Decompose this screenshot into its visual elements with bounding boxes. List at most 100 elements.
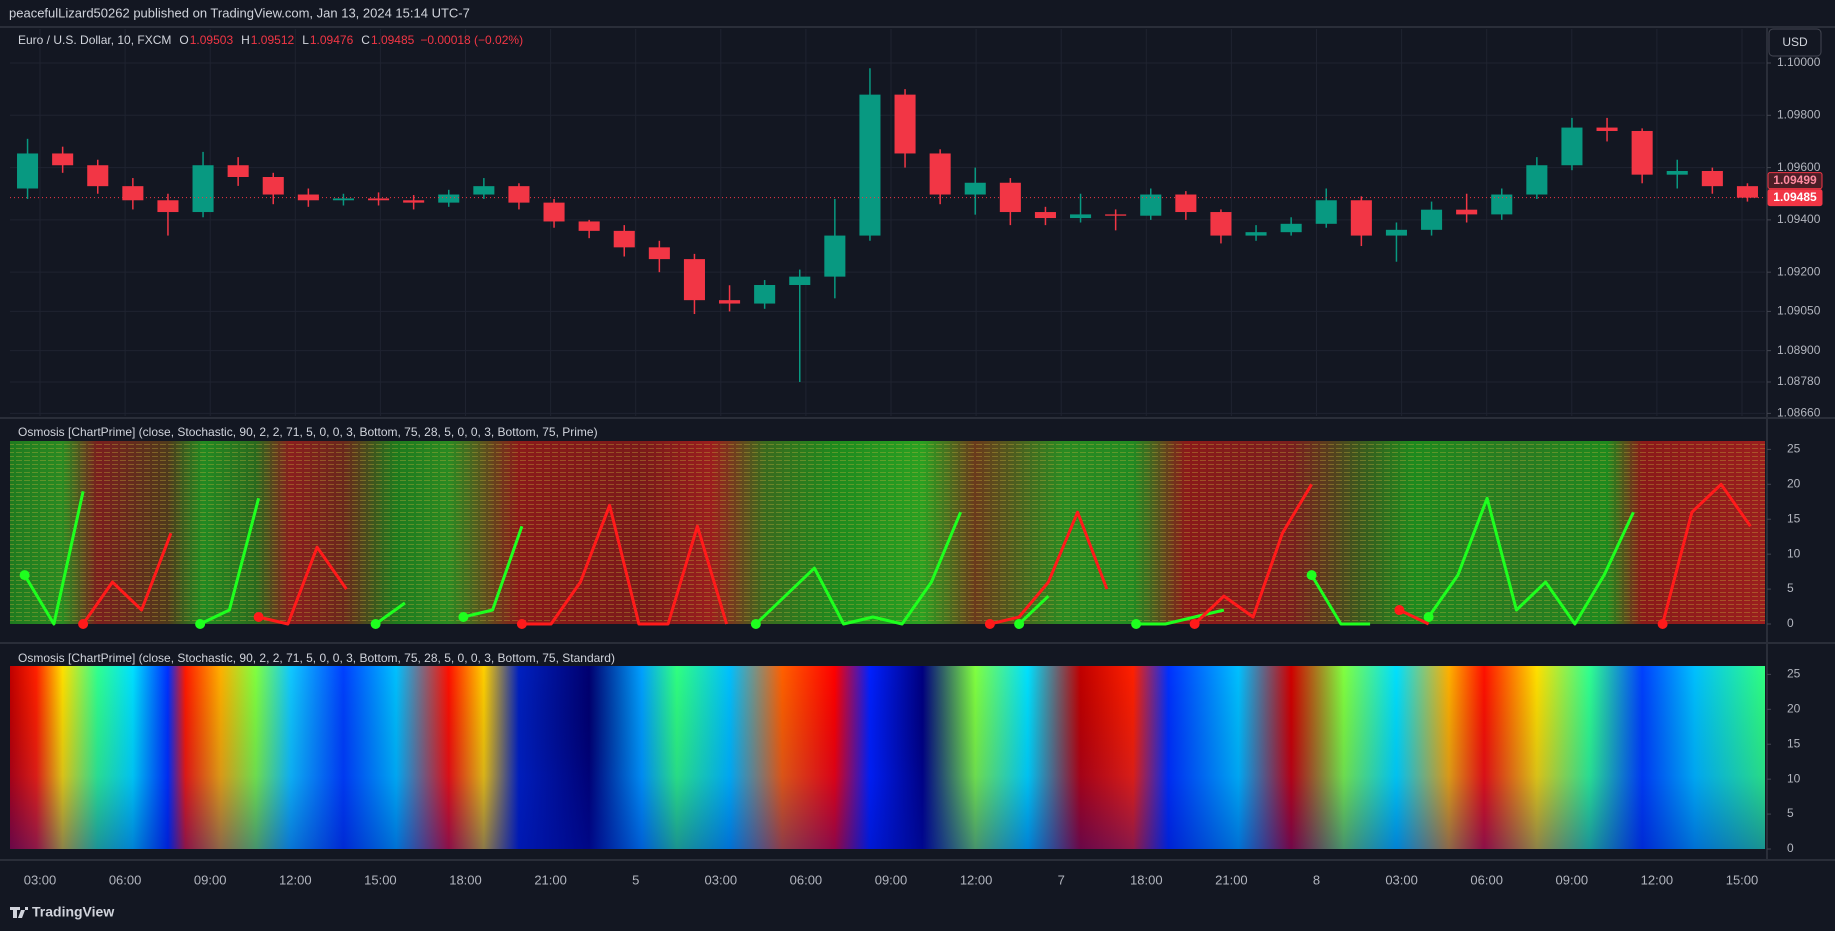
- ohlc-key: O: [179, 33, 188, 47]
- candle-body: [227, 165, 249, 178]
- time-tick-label: 03:00: [705, 872, 738, 887]
- signal-dot: [1306, 570, 1317, 581]
- signal-dot: [984, 619, 995, 629]
- candle-body: [613, 230, 635, 248]
- candle-body: [683, 259, 705, 301]
- time-tick-label: 06:00: [1470, 872, 1503, 887]
- y-tick-label: 20: [1787, 701, 1801, 715]
- candle-body: [719, 300, 741, 304]
- time-tick-label: 09:00: [875, 872, 908, 887]
- candle-body: [1280, 223, 1302, 233]
- ohlc-key: C: [361, 33, 370, 47]
- currency-label[interactable]: USD: [1782, 35, 1808, 49]
- candle-body: [438, 194, 460, 203]
- time-tick-label: 18:00: [1130, 872, 1163, 887]
- y-tick-label: 0: [1787, 616, 1794, 630]
- y-tick-label: 0: [1787, 841, 1794, 855]
- y-tick-label: 1.09050: [1777, 304, 1821, 318]
- heatmap-shade: [10, 666, 1765, 849]
- candle-body: [17, 153, 39, 189]
- candle-body: [52, 153, 74, 166]
- symbol-title: Euro / U.S. Dollar, 10, FXCM: [18, 33, 171, 47]
- time-tick-label: 21:00: [534, 872, 567, 887]
- candle-body: [789, 276, 811, 285]
- y-tick-label: 10: [1787, 771, 1801, 785]
- candle-body: [929, 153, 951, 195]
- signal-dot: [1189, 619, 1200, 629]
- time-tick-label: 15:00: [1726, 872, 1759, 887]
- y-tick-label: 25: [1787, 667, 1801, 681]
- tradingview-logo: [10, 907, 28, 918]
- candle-body: [403, 200, 425, 203]
- candle-body: [1631, 130, 1653, 175]
- signal-dot: [1423, 612, 1434, 623]
- ohlc-value: 1.09476: [310, 33, 354, 47]
- candle-body: [473, 186, 495, 195]
- y-tick-label: 1.08900: [1777, 343, 1821, 357]
- candle-body: [1140, 194, 1162, 216]
- time-tick-label: 18:00: [449, 872, 482, 887]
- y-tick-label: 1.09400: [1777, 212, 1821, 226]
- time-tick-label: 8: [1313, 872, 1320, 887]
- candle-body: [1315, 200, 1337, 224]
- time-tick-label: 06:00: [109, 872, 142, 887]
- y-tick-label: 1.08660: [1777, 406, 1821, 420]
- y-tick-label: 5: [1787, 806, 1794, 820]
- candle-body: [824, 235, 846, 277]
- price-tag-label: 1.09485: [1773, 190, 1817, 204]
- candle-body: [368, 198, 390, 201]
- signal-dot: [1014, 619, 1025, 629]
- time-tick-label: 03:00: [24, 872, 57, 887]
- time-tick-label: 12:00: [960, 872, 993, 887]
- oscillator-line: [23, 490, 1635, 626]
- signal-dot: [253, 612, 264, 623]
- signal-dot: [458, 612, 469, 623]
- footer-brand: TradingView: [32, 904, 114, 920]
- time-tick-label: 09:00: [194, 872, 227, 887]
- signal-dot: [370, 619, 381, 629]
- time-tick-label: 06:00: [790, 872, 823, 887]
- candle-body: [87, 165, 109, 187]
- candle-body: [192, 165, 214, 213]
- candle-body: [648, 247, 670, 260]
- signal-dot: [516, 619, 527, 629]
- candle-body: [122, 186, 144, 201]
- y-tick-label: 5: [1787, 581, 1794, 595]
- candle-body: [1701, 170, 1723, 187]
- oscillator-line: [81, 482, 1752, 626]
- candle-body: [1736, 186, 1758, 198]
- candle-body: [578, 221, 600, 231]
- candle-body: [157, 200, 179, 213]
- change-value: −0.00018 (−0.02%): [420, 33, 523, 47]
- candle-body: [543, 202, 565, 222]
- time-tick-label: 09:00: [1556, 872, 1589, 887]
- candle-body: [1175, 194, 1197, 213]
- candle-body: [332, 198, 354, 201]
- y-tick-label: 20: [1787, 476, 1801, 490]
- time-tick-label: 12:00: [279, 872, 312, 887]
- time-tick-label: 12:00: [1641, 872, 1674, 887]
- y-tick-label: 25: [1787, 442, 1801, 456]
- pane-title: Osmosis [ChartPrime] (close, Stochastic,…: [18, 651, 615, 665]
- candle-body: [894, 94, 916, 154]
- currency-button[interactable]: [1768, 28, 1822, 57]
- time-tick-label: 5: [632, 872, 639, 887]
- y-tick-label: 1.09800: [1777, 107, 1821, 121]
- signal-dot: [750, 619, 761, 629]
- signal-dot: [19, 570, 30, 581]
- signal-dot: [1657, 619, 1668, 629]
- candle-body: [964, 182, 986, 195]
- ohlc-value: 1.09512: [251, 33, 295, 47]
- candle-body: [1385, 229, 1407, 236]
- y-tick-label: 15: [1787, 736, 1801, 750]
- pane-title: Osmosis [ChartPrime] (close, Stochastic,…: [18, 425, 598, 439]
- candle-body: [1526, 165, 1548, 195]
- candle-body: [1070, 214, 1092, 219]
- symbol-legend: Euro / U.S. Dollar, 10, FXCM O1.09503 H1.0…: [18, 33, 523, 47]
- time-tick-label: 7: [1058, 872, 1065, 887]
- candle-body: [1210, 212, 1232, 236]
- time-tick-label: 15:00: [364, 872, 397, 887]
- ohlc-key: L: [302, 33, 309, 47]
- y-tick-label: 10: [1787, 546, 1801, 560]
